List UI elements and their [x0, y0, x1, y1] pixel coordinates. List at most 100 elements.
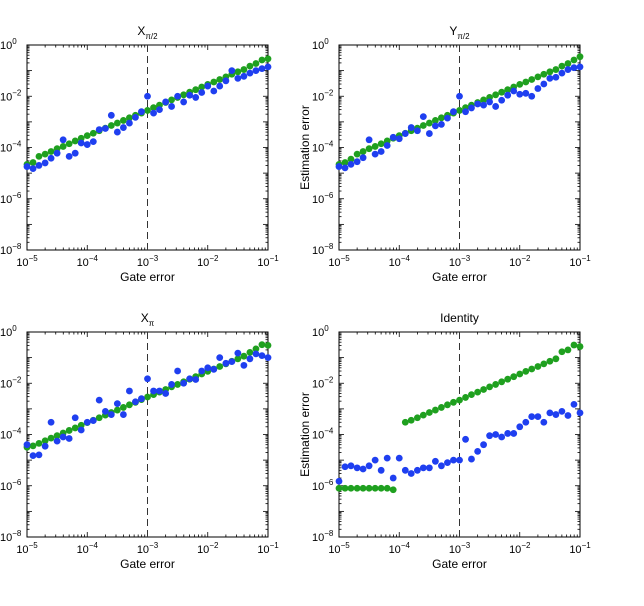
- point-green: [264, 55, 272, 63]
- point-green: [65, 140, 73, 148]
- point-blue: [347, 160, 355, 168]
- point-blue: [138, 395, 145, 403]
- point-green: [498, 88, 506, 96]
- x-axis-label: Gate error: [432, 557, 487, 571]
- point-blue: [119, 411, 127, 418]
- plot-x-pi: 10−5 10−4 10−3 10−2 10−1 10−8 10−6 10−4 10−2 100 X…: [0, 311, 279, 571]
- point-green: [540, 70, 548, 78]
- point-green: [353, 484, 361, 492]
- point-green: [534, 73, 542, 81]
- point-blue: [528, 92, 536, 100]
- point-blue: [576, 63, 584, 71]
- point-green: [371, 143, 379, 150]
- point-green: [210, 78, 218, 86]
- point-blue: [510, 430, 518, 437]
- point-green: [246, 348, 254, 356]
- point-blue: [138, 108, 145, 116]
- point-blue: [498, 433, 506, 441]
- point-blue: [407, 470, 415, 477]
- point-blue: [413, 466, 421, 474]
- point-green: [522, 368, 530, 375]
- y-tick-label: 10−4: [0, 427, 22, 442]
- x-tick-label: 10−2: [509, 254, 531, 269]
- point-blue: [558, 69, 566, 77]
- x-axis-label: Gate error: [120, 557, 175, 571]
- point-green: [246, 62, 254, 70]
- point-blue: [156, 387, 163, 395]
- point-blue: [407, 124, 415, 131]
- point-blue: [335, 477, 343, 485]
- point-green: [486, 383, 494, 391]
- point-green: [492, 381, 500, 388]
- y-tick-label: 10−2: [312, 88, 334, 103]
- point-green: [534, 363, 542, 370]
- point-green: [113, 406, 121, 414]
- point-blue: [252, 67, 260, 75]
- y-tick-label: 10−6: [0, 191, 22, 206]
- point-blue: [353, 464, 361, 472]
- point-blue: [228, 67, 236, 75]
- point-blue: [528, 413, 536, 420]
- point-blue: [353, 158, 361, 166]
- point-green: [564, 60, 572, 67]
- point-blue: [419, 464, 427, 472]
- point-blue: [474, 100, 482, 108]
- point-green: [480, 386, 487, 393]
- point-green: [546, 357, 554, 365]
- point-green: [438, 114, 445, 122]
- point-green: [528, 365, 536, 373]
- point-blue: [65, 435, 73, 442]
- point-green: [216, 363, 224, 370]
- x-tick-label: 10−1: [569, 254, 591, 269]
- point-blue: [365, 136, 373, 144]
- point-blue: [383, 142, 391, 149]
- point-blue: [192, 94, 200, 101]
- x-tick-label: 10−1: [569, 541, 591, 556]
- point-green: [29, 159, 37, 166]
- point-green: [234, 68, 242, 76]
- point-green: [456, 107, 463, 114]
- point-blue: [492, 103, 500, 110]
- point-blue: [371, 456, 379, 464]
- point-green: [359, 484, 367, 492]
- point-green: [234, 355, 242, 363]
- point-green: [377, 484, 385, 492]
- point-blue: [371, 150, 379, 158]
- point-blue: [419, 113, 427, 121]
- point-green: [444, 401, 451, 409]
- point-blue: [59, 136, 67, 144]
- point-blue: [444, 114, 451, 122]
- point-green: [240, 66, 248, 73]
- point-green: [65, 427, 73, 434]
- point-blue: [53, 437, 61, 445]
- x-tick-label: 10−1: [257, 254, 279, 269]
- point-blue: [258, 65, 266, 72]
- point-green: [144, 393, 151, 401]
- point-green: [59, 143, 67, 150]
- point-blue: [462, 108, 469, 116]
- point-blue: [246, 69, 254, 77]
- point-green: [431, 406, 439, 414]
- point-green: [95, 414, 103, 422]
- point-blue: [264, 63, 272, 71]
- point-green: [150, 104, 157, 112]
- point-green: [347, 484, 355, 492]
- point-green: [353, 150, 361, 158]
- point-blue: [113, 128, 121, 136]
- y-tick-label: 10−4: [312, 427, 334, 442]
- plot-y-pi-2: 10−5 10−4 10−3 10−2 10−1 10−8 10−6 10−4 10−2 100 Y…: [298, 24, 591, 284]
- point-blue: [240, 361, 248, 369]
- point-green: [570, 341, 578, 349]
- point-blue: [401, 466, 409, 474]
- point-blue: [186, 91, 194, 99]
- y-tick-label: 100: [0, 37, 17, 52]
- point-green: [71, 424, 79, 432]
- point-blue: [564, 412, 572, 419]
- point-blue: [504, 91, 512, 99]
- point-blue: [564, 66, 572, 73]
- point-blue: [335, 163, 343, 170]
- point-green: [450, 398, 457, 406]
- point-blue: [534, 413, 542, 420]
- x-tick-label: 10−5: [16, 254, 38, 269]
- y-tick-label: 10−8: [312, 529, 334, 544]
